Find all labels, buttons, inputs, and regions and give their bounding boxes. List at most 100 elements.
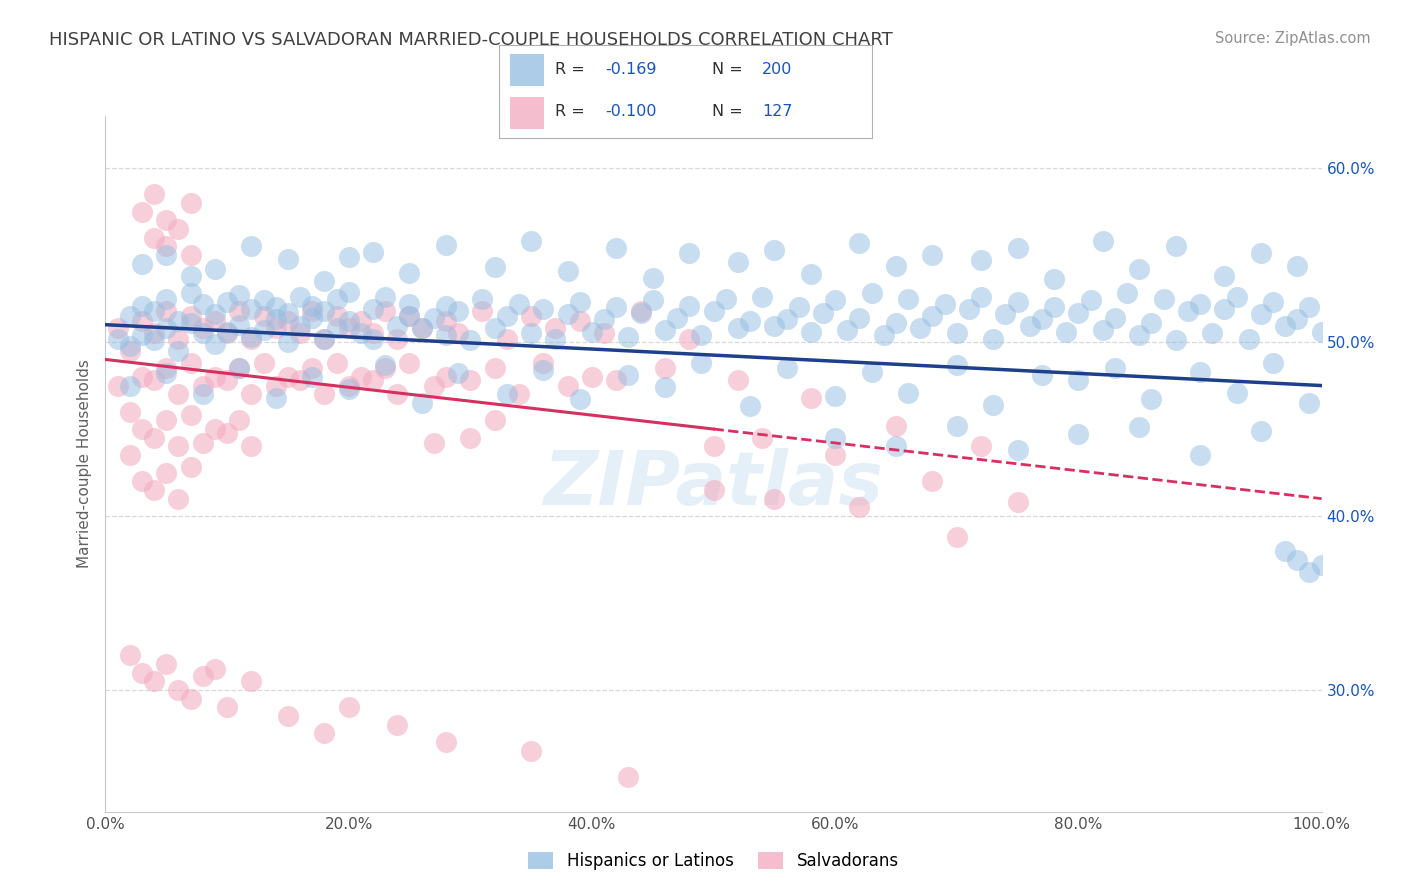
- Point: [1128, 328, 1150, 343]
- Point: [350, 326, 373, 341]
- Point: [471, 303, 494, 318]
- Point: [228, 361, 250, 376]
- Point: [860, 365, 883, 379]
- Point: [107, 321, 129, 335]
- Point: [775, 361, 797, 376]
- Point: [423, 436, 446, 450]
- Point: [447, 367, 470, 381]
- Point: [1310, 325, 1333, 339]
- Point: [411, 396, 433, 410]
- Point: [167, 343, 190, 358]
- Point: [131, 328, 153, 343]
- Point: [118, 648, 141, 662]
- Point: [727, 255, 749, 269]
- Point: [1164, 239, 1187, 253]
- Point: [240, 330, 263, 344]
- Point: [191, 387, 214, 401]
- Point: [143, 230, 166, 244]
- Point: [288, 319, 311, 334]
- Point: [738, 314, 761, 328]
- Point: [910, 321, 932, 335]
- Point: [167, 314, 190, 328]
- Point: [690, 328, 713, 343]
- Point: [277, 305, 299, 319]
- Point: [678, 246, 700, 260]
- Point: [1237, 332, 1260, 346]
- Point: [557, 378, 579, 392]
- Text: -0.169: -0.169: [606, 62, 657, 77]
- Point: [1274, 319, 1296, 334]
- Point: [1104, 310, 1126, 325]
- Point: [155, 248, 177, 262]
- Point: [1189, 365, 1212, 379]
- Point: [204, 662, 226, 676]
- Point: [544, 332, 567, 346]
- Point: [277, 314, 299, 328]
- Point: [131, 257, 153, 271]
- Point: [387, 319, 409, 334]
- Point: [568, 295, 591, 310]
- Point: [155, 466, 177, 480]
- Point: [387, 717, 409, 731]
- Point: [350, 314, 373, 328]
- Point: [484, 260, 506, 275]
- Point: [131, 665, 153, 680]
- Point: [252, 323, 274, 337]
- Point: [690, 356, 713, 370]
- Point: [264, 378, 287, 392]
- Point: [277, 369, 299, 384]
- Point: [1274, 543, 1296, 558]
- Point: [337, 250, 360, 264]
- Point: [1261, 295, 1284, 310]
- Point: [1213, 268, 1236, 283]
- Point: [434, 237, 457, 252]
- Point: [800, 325, 823, 339]
- Point: [131, 314, 153, 328]
- Point: [495, 309, 517, 323]
- Point: [155, 239, 177, 253]
- Point: [131, 369, 153, 384]
- Point: [155, 321, 177, 335]
- Point: [228, 288, 250, 302]
- Point: [301, 361, 323, 376]
- Point: [763, 319, 786, 334]
- Point: [1091, 323, 1114, 337]
- Point: [228, 318, 250, 332]
- Point: [531, 356, 554, 370]
- Point: [945, 418, 967, 433]
- Point: [314, 387, 336, 401]
- Point: [155, 413, 177, 427]
- Point: [434, 299, 457, 313]
- Y-axis label: Married-couple Households: Married-couple Households: [76, 359, 91, 568]
- Point: [107, 332, 129, 346]
- Point: [361, 373, 384, 387]
- Point: [361, 301, 384, 316]
- Point: [557, 264, 579, 278]
- Point: [131, 204, 153, 219]
- Point: [1007, 495, 1029, 509]
- Point: [325, 292, 347, 306]
- Point: [484, 361, 506, 376]
- Point: [204, 422, 226, 436]
- Point: [654, 380, 676, 394]
- Point: [751, 290, 773, 304]
- Point: [495, 387, 517, 401]
- Point: [167, 332, 190, 346]
- Point: [824, 431, 846, 445]
- Point: [1018, 319, 1040, 334]
- Point: [411, 321, 433, 335]
- Point: [1054, 325, 1077, 339]
- Point: [1140, 316, 1163, 330]
- Point: [240, 332, 263, 346]
- Point: [617, 330, 640, 344]
- Point: [617, 368, 640, 383]
- Point: [921, 474, 943, 488]
- Point: [763, 491, 786, 506]
- Point: [252, 356, 274, 370]
- Point: [970, 253, 993, 268]
- Point: [398, 356, 420, 370]
- Point: [374, 361, 396, 376]
- Point: [264, 300, 287, 315]
- Point: [118, 404, 141, 418]
- Text: -0.100: -0.100: [606, 104, 657, 119]
